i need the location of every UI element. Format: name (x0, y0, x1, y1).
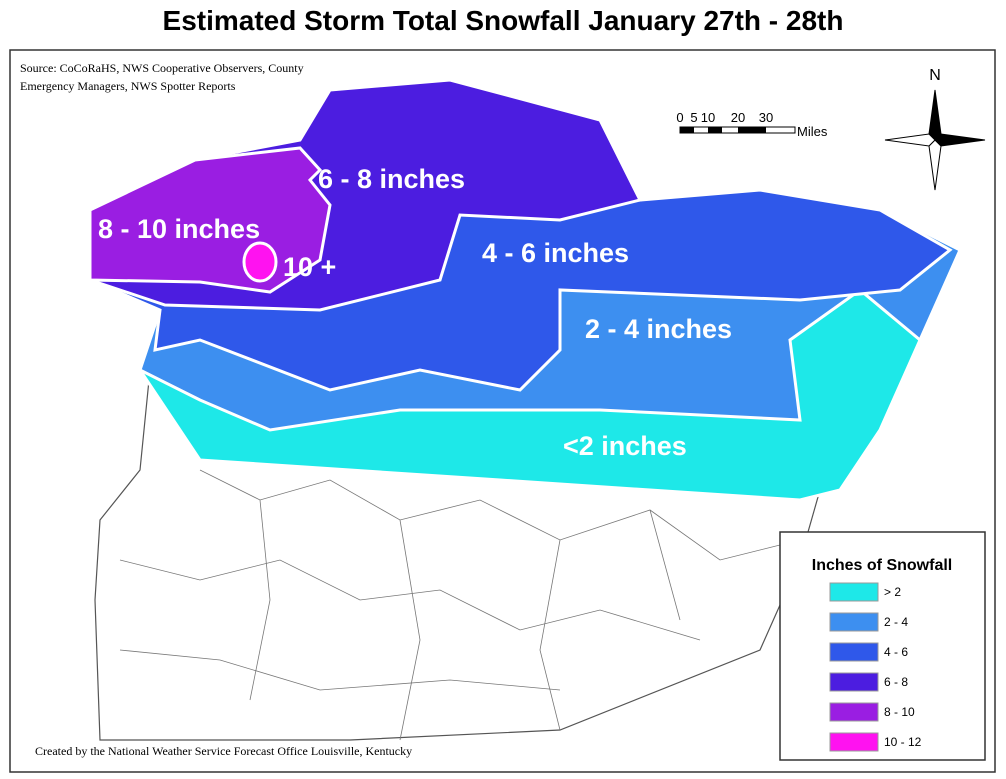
region-label: 6 - 8 inches (318, 164, 465, 194)
scale-tick: 10 (701, 110, 715, 125)
legend-swatch (829, 732, 879, 752)
legend-swatch (829, 672, 879, 692)
source-line: Emergency Managers, NWS Spotter Reports (20, 79, 236, 93)
scale-unit: Miles (797, 124, 828, 139)
scale-tick: 30 (759, 110, 773, 125)
legend-swatch (829, 612, 879, 632)
legend-box (779, 531, 986, 761)
source-line: Source: CoCoRaHS, NWS Cooperative Observ… (20, 61, 304, 75)
scale-tick: 20 (731, 110, 745, 125)
scale-tick: 5 (690, 110, 697, 125)
region-label: 4 - 6 inches (482, 238, 629, 268)
legend-label: 10 - 12 (884, 735, 922, 749)
compass-n: N (929, 67, 941, 84)
legend-swatch (829, 642, 879, 662)
legend-swatch (829, 702, 879, 722)
region-label: 8 - 10 inches (98, 214, 260, 244)
region-label: 2 - 4 inches (585, 314, 732, 344)
map-title: Estimated Storm Total Snowfall January 2… (163, 5, 844, 36)
legend-label: 8 - 10 (884, 705, 915, 719)
county-lines (119, 469, 801, 741)
compass (884, 89, 986, 191)
legend-label: > 2 (884, 585, 901, 599)
band-10-12 (242, 241, 278, 283)
scale-bar (679, 126, 796, 134)
scale-tick: 0 (676, 110, 683, 125)
legend-label: 4 - 6 (884, 645, 908, 659)
region-label: 10 + (283, 252, 336, 282)
footer: Created by the National Weather Service … (35, 744, 412, 758)
legend-label: 6 - 8 (884, 675, 908, 689)
legend-label: 2 - 4 (884, 615, 908, 629)
legend-title: Inches of Snowfall (812, 557, 952, 574)
legend-swatch (829, 582, 879, 602)
region-label: <2 inches (563, 431, 687, 461)
